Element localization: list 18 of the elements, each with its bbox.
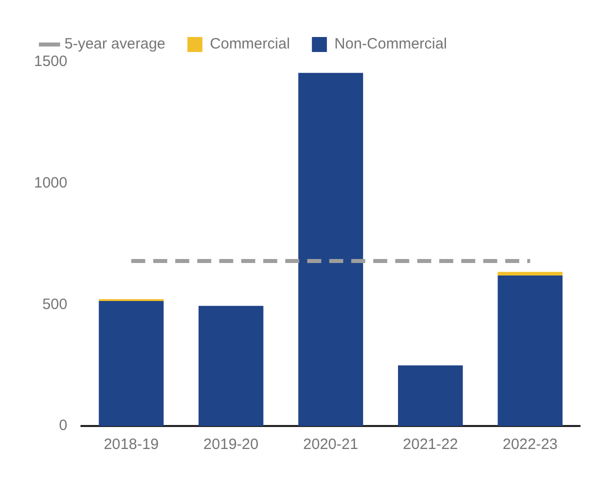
x-tick-label: 2019-20 <box>203 436 258 454</box>
x-tick-label: 2021-22 <box>402 436 458 454</box>
bar <box>398 365 463 426</box>
legend-label: Non-Commercial <box>334 36 447 53</box>
x-tick-label: 2020-21 <box>303 436 358 454</box>
x-tick-label: 2022-23 <box>502 436 558 454</box>
bar <box>298 72 364 426</box>
legend-label: Commercial <box>210 36 290 53</box>
bar <box>98 301 164 426</box>
bar <box>498 276 563 426</box>
bar <box>498 272 563 276</box>
y-tick-label: 1500 <box>34 53 68 70</box>
bar <box>198 306 264 426</box>
y-tick-label: 500 <box>42 296 68 313</box>
y-tick-label: 0 <box>59 417 68 434</box>
y-tick-label: 1000 <box>34 174 68 192</box>
legend-label: 5-year average <box>64 36 166 53</box>
x-tick-label: 2018-19 <box>104 436 159 454</box>
